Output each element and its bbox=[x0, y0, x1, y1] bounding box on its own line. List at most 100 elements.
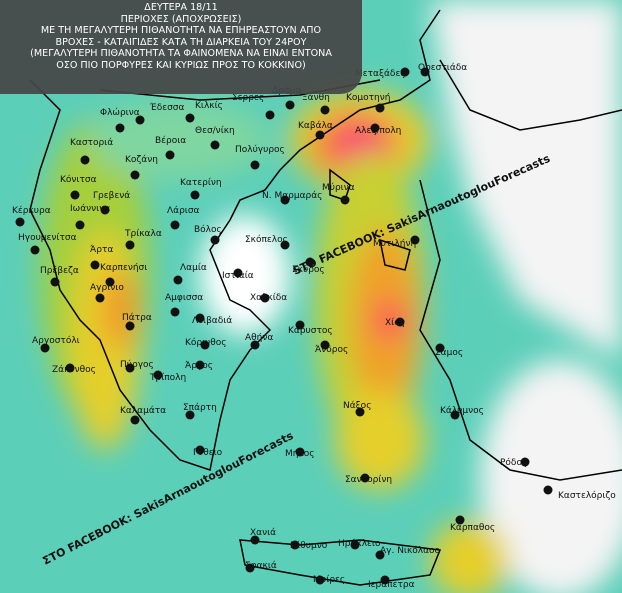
city-label: Ρόδος bbox=[500, 457, 527, 468]
city-dot bbox=[70, 190, 80, 200]
city-label: Καλαμάτα bbox=[120, 406, 166, 416]
city-dot bbox=[380, 575, 390, 585]
city-dot bbox=[200, 340, 210, 350]
city-label: Ιστιαία bbox=[222, 271, 254, 281]
city-label: Νάξος bbox=[343, 401, 371, 411]
city-label: Αλεξ/πολη bbox=[355, 126, 401, 136]
city-dot bbox=[125, 321, 135, 331]
city-label: Βόλος bbox=[194, 224, 222, 235]
city-dot bbox=[295, 447, 305, 457]
city-label: Σέρρες bbox=[232, 92, 264, 103]
city-label: Ξάνθη bbox=[302, 93, 330, 103]
city-label: Ρέθυμνο bbox=[290, 540, 328, 551]
city-dot bbox=[340, 195, 350, 205]
city-label: Κατερίνη bbox=[180, 178, 222, 188]
city-label: Τρίκαλα bbox=[124, 229, 162, 239]
city-dot bbox=[290, 540, 300, 550]
city-dot bbox=[455, 515, 465, 525]
city-dot bbox=[395, 317, 405, 327]
city-dot bbox=[30, 245, 40, 255]
city-label: Ζάκυνθος bbox=[52, 365, 96, 375]
city-dot bbox=[210, 140, 220, 150]
city-label: Άνδρος bbox=[315, 345, 348, 355]
city-label: Μοίρες bbox=[313, 575, 345, 585]
city-dot bbox=[370, 123, 380, 133]
header-line: ΔΕΥΤΕΡΑ 18/11 bbox=[144, 2, 218, 13]
city-label: Αγρίνιο bbox=[90, 283, 124, 293]
city-dot bbox=[195, 360, 205, 370]
city-label: Φλώρινα bbox=[100, 107, 140, 118]
city-dot bbox=[295, 320, 305, 330]
city-label: Πύργος bbox=[120, 359, 154, 370]
city-label: Γρεβενά bbox=[93, 191, 130, 201]
city-label: Ιωάννινα bbox=[70, 204, 110, 214]
city-label: Σπάρτη bbox=[183, 403, 217, 413]
header-line: ΠΕΡΙΟΧΕΣ (ΑΠΟΧΡΩΣΕΙΣ) bbox=[120, 13, 242, 25]
city-label: Γύθειο bbox=[193, 447, 223, 458]
city-label: Μεταξάδες bbox=[355, 69, 406, 79]
city-dot bbox=[100, 205, 110, 215]
city-dot bbox=[95, 293, 105, 303]
city-label: Λειβαδιά bbox=[192, 316, 232, 326]
city-label: Χίος bbox=[385, 318, 405, 328]
city-dot bbox=[350, 540, 360, 550]
city-dot bbox=[250, 160, 260, 170]
city-label: Σάμος bbox=[435, 348, 463, 358]
city-label: Μυτιλήνη bbox=[373, 239, 416, 249]
city-dot bbox=[375, 103, 385, 113]
city-label: Κιλκίς bbox=[195, 101, 223, 111]
watermark: ΣΤΟ FACEBOOK: SakisArnaoutoglouForecasts bbox=[40, 429, 295, 568]
city-label: Τρίπολη bbox=[149, 373, 186, 383]
city-label: Ηράκλειο bbox=[338, 539, 381, 549]
city-label: Πολύγυρος bbox=[235, 144, 285, 155]
city-dot bbox=[265, 110, 275, 120]
header: ΔΕΥΤΕΡΑ 18/11 ΠΕΡΙΟΧΕΣ (ΑΠΟΧΡΩΣΕΙΣ) ΜΕ ΤΗ … bbox=[0, 0, 362, 94]
city-dot bbox=[190, 190, 200, 200]
city-dot bbox=[75, 220, 85, 230]
city-label: Αργοστόλι bbox=[32, 335, 80, 346]
city-dot bbox=[165, 150, 175, 160]
header-line: ΜΕ ΤΗ ΜΕΓΑΛΥΤΕΡΗ ΠΙΘΑΝΟΤΗΤΑ ΝΑ ΕΠΗΡΕΑΣΤΟ… bbox=[40, 25, 322, 37]
city-dot bbox=[315, 575, 325, 585]
city-dot bbox=[115, 123, 125, 133]
city-dot bbox=[125, 240, 135, 250]
city-dot bbox=[435, 343, 445, 353]
city-label: Βέροια bbox=[155, 135, 186, 146]
city-label: Πάτρα bbox=[122, 313, 152, 323]
city-dot bbox=[130, 170, 140, 180]
city-dot bbox=[305, 257, 315, 267]
city-label: Καστοριά bbox=[70, 138, 113, 148]
city-dot bbox=[250, 340, 260, 350]
city-label: Πρέβεζα bbox=[40, 265, 79, 276]
city-dot bbox=[320, 340, 330, 350]
city-dot bbox=[173, 275, 183, 285]
city-label: Ν. Μαρμαράς bbox=[262, 191, 322, 201]
city-dot bbox=[280, 240, 290, 250]
city-dot bbox=[360, 473, 370, 483]
city-label: Μήλος bbox=[285, 449, 315, 459]
city-label: Αμφισσα bbox=[165, 293, 203, 303]
city-label: Αγ. Νικόλαος bbox=[380, 545, 440, 556]
city-dot bbox=[260, 293, 270, 303]
city-dot bbox=[210, 235, 220, 245]
header-line: ΟΣΟ ΠΙΟ ΠΟΡΦΥΡΕΣ ΚΑΙ ΚΥΡΙΩΣ ΠΡΟΣ ΤΟ ΚΟΚΚ… bbox=[56, 59, 306, 71]
city-dot bbox=[90, 260, 100, 270]
city-label: Σαντορίνη bbox=[345, 475, 392, 485]
city-label: Σκύρος bbox=[292, 264, 325, 275]
rain-field bbox=[40, 0, 622, 593]
city-dot bbox=[195, 313, 205, 323]
city-dot bbox=[520, 457, 530, 467]
city-dot bbox=[355, 407, 365, 417]
city-dot bbox=[65, 363, 75, 373]
city-label: Χανιά bbox=[250, 528, 276, 538]
city-label: Κέρκυρα bbox=[12, 205, 51, 216]
city-dot bbox=[80, 155, 90, 165]
city-dot bbox=[400, 67, 410, 77]
city-label: Λαμία bbox=[180, 263, 207, 273]
city-dot bbox=[40, 343, 50, 353]
city-label: Ηγουμενίτσα bbox=[18, 233, 77, 243]
city-label: Καβάλα bbox=[298, 121, 333, 131]
city-dot bbox=[50, 277, 60, 287]
